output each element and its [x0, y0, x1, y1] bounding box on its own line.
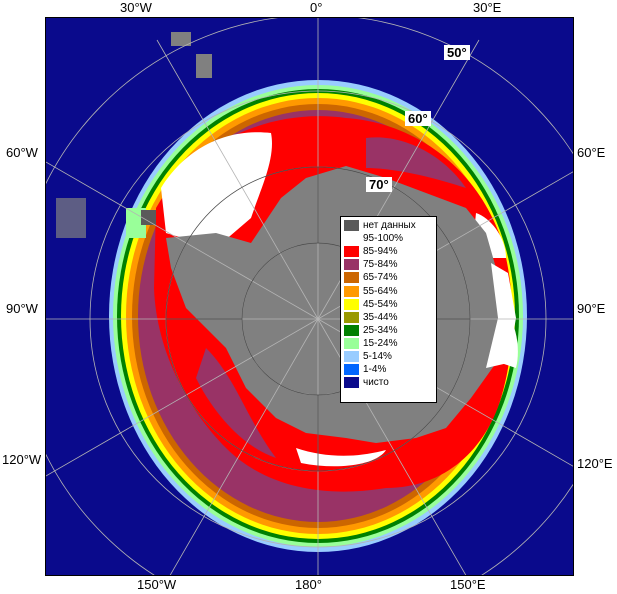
- sea-ice-map: [45, 17, 574, 576]
- legend-item: 5-14%: [344, 350, 433, 363]
- legend-item: 1-4%: [344, 363, 433, 376]
- legend-label: 5-14%: [363, 350, 392, 362]
- lon-label-top-2: 0°: [310, 0, 323, 15]
- legend-swatch: [344, 246, 359, 258]
- legend-swatch: [344, 364, 359, 376]
- legend-swatch: [344, 350, 359, 362]
- legend-label: 45-54%: [363, 298, 398, 310]
- lon-label-top-1: 30°W: [120, 0, 152, 15]
- legend-swatch: [344, 285, 359, 297]
- lon-label-bottom-1: 150°W: [137, 577, 177, 592]
- legend-swatch: [344, 324, 359, 336]
- legend-swatch: [344, 233, 359, 245]
- legend-label: 85-94%: [363, 246, 398, 258]
- legend-item: 45-54%: [344, 298, 433, 311]
- legend-item: чисто: [344, 376, 433, 389]
- lon-label-top-3: 30°E: [473, 0, 502, 15]
- lon-label-bottom-2: 180°: [295, 577, 322, 592]
- legend-label: 75-84%: [363, 259, 398, 271]
- lon-label-left-1: 60°W: [6, 145, 38, 160]
- legend-swatch: [344, 298, 359, 310]
- legend-item: 55-64%: [344, 284, 433, 297]
- legend-swatch: [344, 311, 359, 323]
- legend-item: 65-74%: [344, 271, 433, 284]
- legend-label: 55-64%: [363, 285, 398, 297]
- legend-item: 25-34%: [344, 324, 433, 337]
- legend-label: чисто: [363, 377, 389, 389]
- ice-band-95-100-weddell: [161, 132, 272, 248]
- legend-label: 15-24%: [363, 337, 398, 349]
- legend-item: 95-100%: [344, 232, 433, 245]
- lat-label-50: 50°: [444, 45, 470, 60]
- legend-item: 15-24%: [344, 337, 433, 350]
- lon-label-right-3: 120°E: [577, 456, 613, 471]
- legend-label: 25-34%: [363, 324, 398, 336]
- legend-item: 75-84%: [344, 258, 433, 271]
- lon-label-left-3: 120°W: [2, 452, 42, 467]
- legend-item: нет данных: [344, 219, 433, 232]
- lon-label-right-1: 60°E: [577, 145, 606, 160]
- lat-label-70: 70°: [366, 177, 392, 192]
- legend-label: 1-4%: [363, 364, 387, 376]
- legend-swatch: [344, 259, 359, 271]
- legend-swatch: [344, 377, 359, 389]
- lon-label-bottom-3: 150°E: [450, 577, 486, 592]
- legend-item: 85-94%: [344, 245, 433, 258]
- lon-label-right-2: 90°E: [577, 301, 606, 316]
- legend-item: 35-44%: [344, 311, 433, 324]
- legend: нет данных 95-100% 85-94% 75-84% 65-74% …: [340, 216, 437, 403]
- legend-label: 95-100%: [363, 233, 404, 245]
- lat-label-60: 60°: [405, 111, 431, 126]
- legend-swatch: [344, 220, 359, 232]
- legend-label: нет данных: [363, 220, 416, 232]
- lon-label-left-2: 90°W: [6, 301, 38, 316]
- legend-swatch: [344, 337, 359, 349]
- legend-swatch: [344, 272, 359, 284]
- legend-label: 35-44%: [363, 311, 398, 323]
- legend-label: 65-74%: [363, 272, 398, 284]
